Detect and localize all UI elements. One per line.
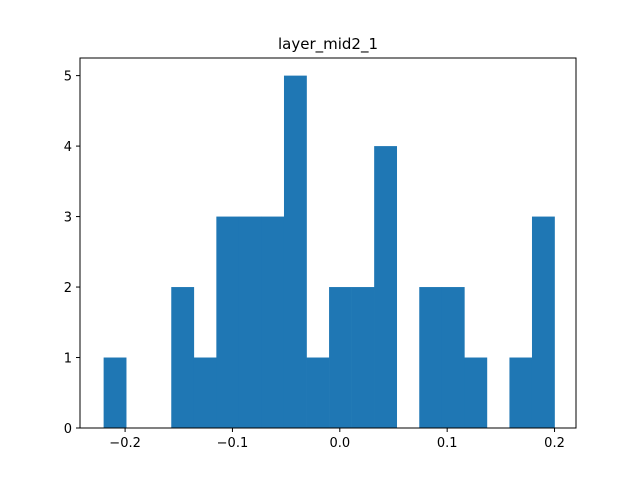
- histogram-bar-9: [306, 357, 330, 428]
- histogram-bar-4: [193, 357, 217, 428]
- x-axis-ticks: −0.2 −0.1 0.0 0.1 0.2: [109, 428, 565, 451]
- histogram-bar-6: [238, 216, 262, 428]
- histogram-bar-7: [261, 216, 285, 428]
- histogram-bar-12: [374, 146, 398, 428]
- x-tick-label: −0.1: [217, 436, 249, 451]
- histogram-bar-3: [171, 287, 195, 428]
- bars-group: [103, 75, 555, 429]
- y-tick-label: 3: [64, 211, 72, 226]
- chart-title: layer_mid2_1: [278, 35, 378, 54]
- y-tick-label: 0: [64, 422, 72, 437]
- histogram-bar-18: [509, 357, 533, 428]
- x-tick-label: 0.2: [544, 436, 565, 451]
- histogram-bar-14: [419, 287, 443, 428]
- histogram-bar-5: [216, 216, 240, 428]
- x-tick-label: 0.1: [437, 436, 458, 451]
- y-tick-label: 1: [64, 352, 72, 367]
- x-tick-label: −0.2: [109, 436, 141, 451]
- histogram-bar-8: [283, 75, 307, 429]
- x-tick-label: 0.0: [329, 436, 350, 451]
- histogram-bar-0: [103, 357, 127, 428]
- histogram-bar-11: [351, 287, 375, 428]
- histogram-bar-19: [531, 216, 555, 428]
- y-axis-ticks: 0 1 2 3 4 5: [64, 70, 80, 437]
- y-tick-label: 4: [64, 140, 72, 155]
- plot-frame: [79, 57, 577, 429]
- histogram-bar-10: [329, 287, 352, 428]
- y-tick-label: 5: [64, 70, 72, 85]
- histogram-bar-15: [441, 287, 465, 428]
- histogram-bar-16: [464, 357, 488, 428]
- y-tick-label: 2: [64, 281, 72, 296]
